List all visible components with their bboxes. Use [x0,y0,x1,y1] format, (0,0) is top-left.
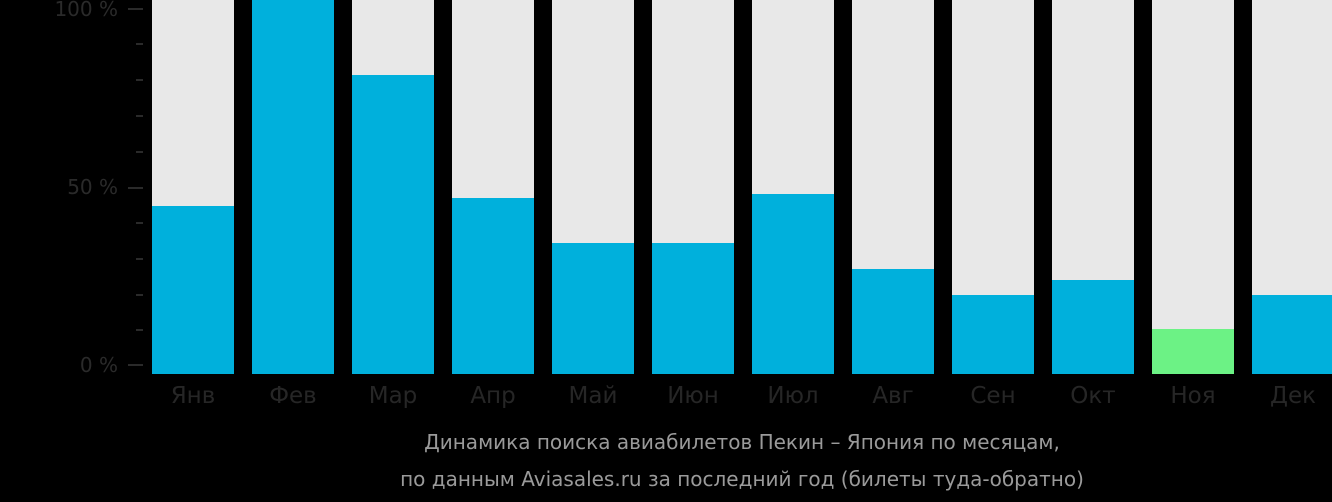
bar-value-fill [1052,280,1134,374]
y-tick-major [128,8,143,10]
x-label-12: Дек [1269,383,1316,409]
y-tick-major [128,364,143,366]
y-tick-minor [136,258,143,260]
bar-12 [1252,0,1332,374]
bar-value-fill [152,206,234,374]
bar-11 [1152,0,1234,374]
bar-value-fill [452,198,534,374]
x-label-10: Окт [1070,383,1116,409]
y-label-50: 50 % [67,175,118,199]
bar-1 [152,0,234,374]
y-tick-major [128,187,143,189]
x-label-6: Июн [667,383,719,409]
bar-value-fill [952,295,1034,374]
bar-value-fill [1152,329,1234,374]
y-tick-minor [136,79,143,81]
y-tick-minor [136,294,143,296]
x-label-5: Май [568,383,618,409]
chart-caption-line-2: по данным Aviasales.ru за последний год … [400,467,1084,491]
y-tick-minor [136,151,143,153]
y-tick-minor [136,115,143,117]
bar-4 [452,0,534,374]
y-tick-minor [136,43,143,45]
x-label-4: Апр [470,383,516,409]
x-label-3: Мар [368,383,418,409]
bar-value-fill [252,0,334,374]
x-label-11: Ноя [1170,383,1216,409]
chart-caption-line-1: Динамика поиска авиабилетов Пекин – Япон… [424,430,1060,454]
bar-3 [352,0,434,374]
bar-8 [852,0,934,374]
bar-value-fill [552,243,634,374]
y-label-0: 0 % [79,353,118,377]
bar-10 [1052,0,1134,374]
bar-value-fill [752,194,834,374]
bar-5 [552,0,634,374]
bar-value-fill [1252,295,1332,374]
bar-value-fill [652,243,734,374]
bar-6 [652,0,734,374]
x-label-8: Авг [872,383,914,409]
x-label-9: Сен [970,383,1016,409]
y-tick-minor [136,329,143,331]
y-label-100: 100 % [54,0,118,21]
x-label-7: Июл [767,383,819,409]
x-label-1: Янв [170,383,216,409]
y-tick-minor [136,222,143,224]
bar-7 [752,0,834,374]
x-label-2: Фев [269,383,317,409]
bar-value-fill [352,75,434,374]
bar-2 [252,0,334,374]
bar-9 [952,0,1034,374]
bar-value-fill [852,269,934,374]
